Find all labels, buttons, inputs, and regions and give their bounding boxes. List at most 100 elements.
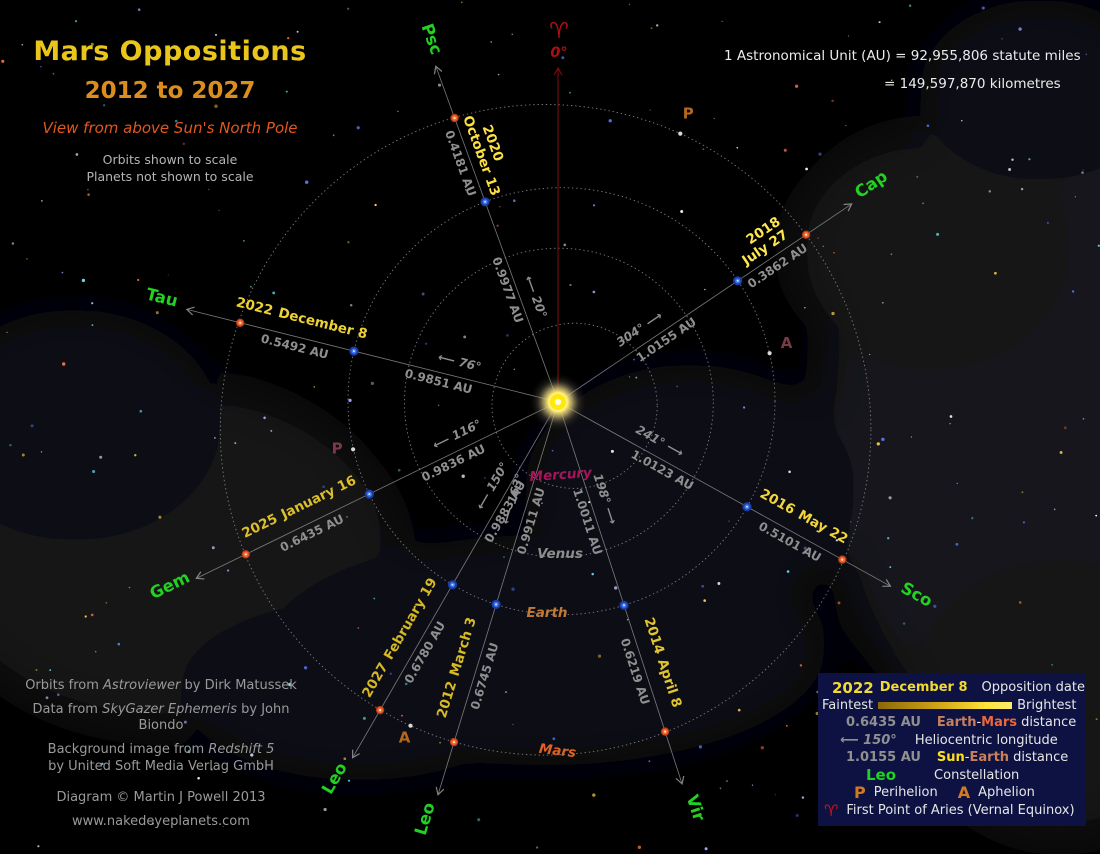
star — [1018, 601, 1022, 604]
star — [592, 793, 596, 797]
star — [713, 117, 715, 120]
star — [719, 787, 722, 790]
star — [75, 153, 79, 156]
star — [981, 6, 985, 10]
constellation-label: Psc — [417, 21, 446, 57]
star — [263, 416, 266, 420]
star — [45, 696, 49, 700]
star — [424, 342, 428, 345]
au-definition-line2: = 149,597,870 kilometres — [884, 76, 1061, 92]
star — [994, 271, 997, 275]
star — [511, 33, 513, 35]
star — [349, 303, 353, 307]
sun-earth-distance-label: 0.9836 AU — [419, 442, 487, 485]
sun-earth-distance-label: 0.9851 AU — [403, 366, 473, 396]
star — [74, 20, 78, 23]
earth-dot-speck — [368, 493, 371, 496]
star — [9, 443, 12, 447]
star — [736, 146, 739, 149]
star — [397, 468, 401, 472]
zero-degree-label: 0° — [550, 45, 567, 61]
star — [1085, 53, 1088, 56]
star — [37, 845, 40, 848]
star — [1082, 417, 1085, 420]
brightness-gradient-bar — [878, 701, 1013, 709]
star — [1018, 27, 1022, 31]
star — [285, 90, 288, 93]
orbit-apsis-dot — [767, 351, 772, 356]
star — [6, 331, 8, 334]
star — [62, 362, 66, 366]
legend-row-brightness: Faintest Brightest — [822, 697, 1086, 715]
star — [971, 517, 974, 520]
star — [56, 693, 60, 697]
star — [61, 271, 64, 274]
star — [933, 604, 937, 608]
star — [370, 381, 375, 386]
constellation-label: Tau — [144, 284, 180, 310]
star — [49, 669, 52, 671]
star — [155, 311, 159, 315]
credits-block: Orbits from Astroviewer by Dirk Matussek… — [8, 678, 314, 838]
star — [922, 202, 924, 205]
mars-dot-speck — [239, 321, 242, 324]
nebula-patch — [525, 365, 855, 615]
star — [218, 209, 220, 212]
star — [869, 353, 871, 356]
scale-note-2: Planets not shown to scale — [86, 169, 254, 184]
au-definition-line1: 1 Astronomical Unit (AU) = 92,955,806 st… — [724, 48, 1081, 64]
star — [541, 502, 543, 505]
mars-dot-speck — [841, 558, 844, 561]
star — [214, 437, 216, 439]
star — [41, 200, 43, 202]
star — [91, 302, 94, 305]
star — [497, 73, 500, 76]
orbit-apsis-dot — [408, 723, 413, 728]
opposition-ray — [185, 306, 550, 401]
star — [84, 615, 87, 618]
mars-dot-speck — [664, 730, 667, 733]
star — [101, 762, 104, 766]
star — [847, 35, 850, 37]
star — [156, 53, 158, 56]
star — [655, 24, 659, 27]
sun — [528, 372, 588, 432]
mars-dot-speck — [805, 233, 808, 236]
star — [887, 537, 890, 540]
mars-orbit — [219, 104, 872, 756]
star — [635, 376, 638, 379]
star — [513, 368, 516, 371]
star — [174, 119, 178, 123]
star — [721, 20, 723, 23]
star — [183, 720, 187, 724]
legend-perihelion-letter: P — [854, 783, 866, 803]
legend-lon-value: ⟵ 150° — [840, 732, 897, 748]
star — [158, 515, 162, 519]
star — [356, 126, 360, 130]
star — [210, 768, 213, 771]
venus-orbit — [404, 247, 714, 558]
star — [347, 779, 351, 782]
date-year: 2022 — [234, 294, 274, 319]
credit-data: Data from SkyGazer Ephemeris by John Bio… — [32, 702, 290, 733]
star — [323, 807, 327, 812]
star — [214, 104, 218, 108]
star — [628, 376, 631, 378]
star — [296, 30, 299, 33]
star — [40, 451, 43, 453]
star — [182, 142, 186, 146]
star — [563, 243, 567, 247]
star — [439, 741, 442, 744]
planet-labels: Mercury Venus Earth Mars — [526, 465, 593, 761]
star — [1021, 491, 1024, 494]
star — [597, 654, 602, 658]
star — [397, 110, 399, 113]
star — [26, 258, 28, 260]
star — [404, 682, 408, 686]
legend-date-desc: Opposition date — [981, 680, 1085, 696]
star — [881, 437, 885, 442]
star — [786, 570, 790, 573]
star — [90, 613, 94, 617]
star — [421, 292, 425, 296]
star — [483, 477, 486, 479]
